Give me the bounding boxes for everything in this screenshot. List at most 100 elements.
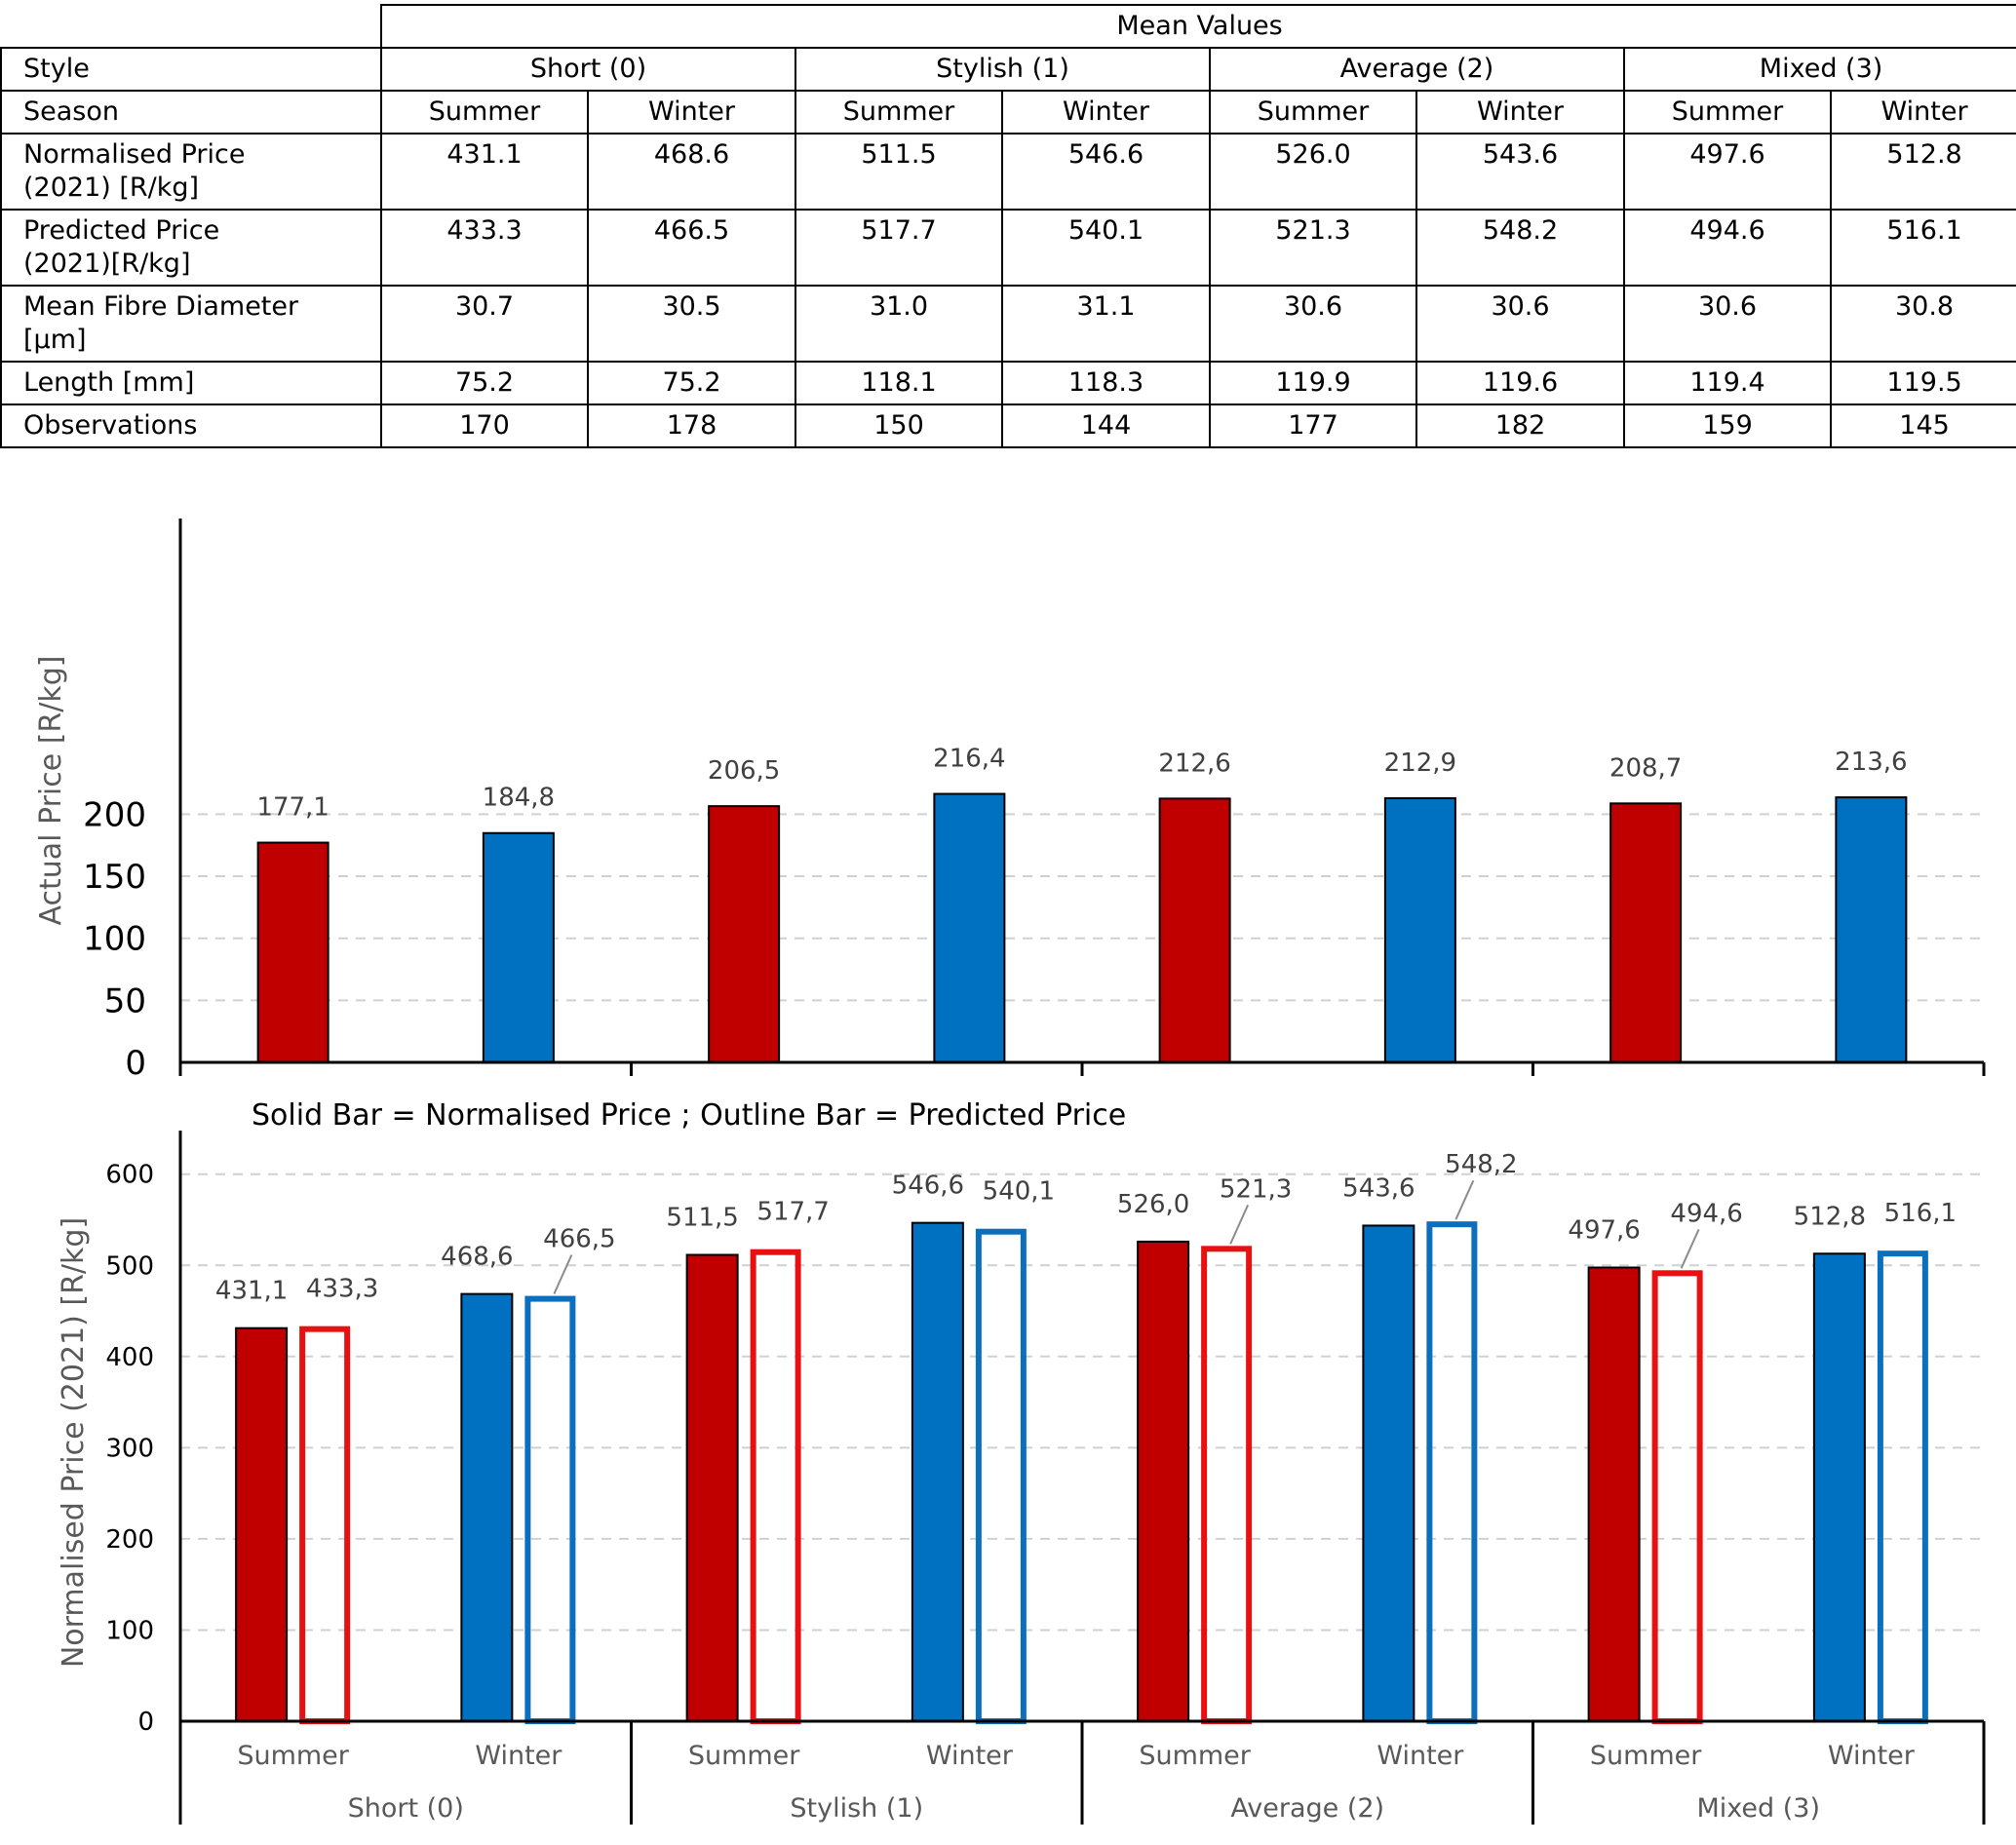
data-label: 216,4 — [933, 745, 1005, 774]
table-row: Observations 170 178 150 144 177 182 159… — [0, 404, 2016, 448]
bar — [708, 805, 781, 1063]
table-cell: 511.5 — [795, 133, 1003, 211]
table-season-header: Winter — [1001, 90, 1211, 135]
bar — [1835, 796, 1908, 1063]
y-tick-label: 300 — [105, 1434, 154, 1463]
bar-predicted — [524, 1295, 576, 1724]
x-category-label: Summer — [237, 1741, 349, 1771]
table-row: Normalised Price (2021) [R/kg] 431.1 468.… — [0, 133, 2016, 211]
row-label-line1: Predicted Price — [23, 215, 220, 246]
table-cell: 118.3 — [1001, 361, 1211, 405]
table-row-label: Mean Fibre Diameter [µm] — [0, 285, 382, 363]
table-style-header: Stylish (1) — [795, 47, 1211, 92]
bar — [1158, 797, 1231, 1063]
y-tick-label: 0 — [125, 1044, 146, 1082]
data-label: 206,5 — [708, 756, 780, 786]
row-label-line2: [µm] — [23, 325, 87, 355]
data-label: 212,6 — [1158, 749, 1230, 778]
leader-line — [553, 1254, 573, 1294]
y-tick-label: 100 — [83, 920, 146, 959]
table-season-header: Winter — [1415, 90, 1625, 135]
table-season-row: Season Summer Winter Summer Winter Summe… — [0, 90, 2016, 135]
table-row-label: Predicted Price (2021)[R/kg] — [0, 209, 382, 287]
bar-normalised — [1812, 1252, 1866, 1722]
table-cell: 118.1 — [795, 361, 1003, 405]
bar — [1383, 796, 1456, 1063]
y-tick-label: 400 — [105, 1343, 154, 1372]
y-axis-title: Actual Price [R/kg] — [34, 655, 68, 925]
x-category-label: Winter — [1828, 1741, 1916, 1771]
data-label: 511,5 — [666, 1203, 738, 1232]
data-label: 516,1 — [1884, 1199, 1957, 1228]
x-category-label: Winter — [926, 1741, 1014, 1771]
table-row-label: Observations — [0, 404, 382, 448]
x-category-label: Summer — [1590, 1741, 1702, 1771]
table-cell: 144 — [1001, 404, 1211, 448]
y-tick-label: 50 — [104, 981, 146, 1020]
summary-table: Mean Values Style Short (0) Stylish (1) … — [0, 4, 2016, 448]
table-season-header: Summer — [380, 90, 589, 135]
row-label-line1: Mean Fibre Diameter — [23, 291, 299, 322]
x-group-label: Mixed (3) — [1696, 1793, 1820, 1824]
leader-line — [1680, 1228, 1700, 1269]
y-tick-label: 100 — [105, 1616, 154, 1645]
y-tick-label: 500 — [105, 1251, 154, 1281]
y-tick-label: 150 — [83, 858, 146, 897]
bar-predicted — [1201, 1246, 1253, 1724]
y-tick-label: 200 — [83, 795, 146, 834]
table-cell: 31.0 — [795, 285, 1003, 363]
bar-predicted — [975, 1228, 1027, 1724]
table-cell: 182 — [1415, 404, 1625, 448]
table-row: Length [mm] 75.2 75.2 118.1 118.3 119.9 … — [0, 361, 2016, 405]
x-group-label: Short (0) — [348, 1793, 464, 1824]
table-cell: 145 — [1829, 404, 2016, 448]
table-cell: 30.5 — [587, 285, 796, 363]
table-season-header: Winter — [1829, 90, 2016, 135]
data-label: 543,6 — [1342, 1173, 1415, 1203]
table-style-header: Mixed (3) — [1622, 47, 2016, 92]
table-cell: 516.1 — [1829, 209, 2016, 287]
x-group-label: Average (2) — [1230, 1793, 1384, 1824]
data-label: 213,6 — [1835, 748, 1907, 777]
table-cell: 150 — [795, 404, 1003, 448]
table-cell: 30.8 — [1829, 285, 2016, 363]
data-label: 512,8 — [1794, 1202, 1866, 1231]
table-season-header: Summer — [1623, 90, 1832, 135]
bar-normalised — [1587, 1266, 1641, 1722]
row-label-line2: (2021) [R/kg] — [23, 173, 200, 203]
chart-note: Solid Bar = Normalised Price ; Outline B… — [252, 1098, 1126, 1133]
data-label: 540,1 — [983, 1177, 1055, 1207]
table-cell: 75.2 — [380, 361, 589, 405]
table-super-header-row: Mean Values — [1, 4, 2016, 49]
data-label: 548,2 — [1445, 1150, 1517, 1179]
table-cell: 119.5 — [1829, 361, 2016, 405]
x-group-label: Stylish (1) — [790, 1793, 923, 1824]
y-tick-label: 0 — [137, 1708, 154, 1737]
table-row-label: Length [mm] — [0, 361, 382, 405]
table-cell: 30.6 — [1415, 285, 1625, 363]
data-label: 431,1 — [215, 1277, 288, 1306]
table-cell: 433.3 — [380, 209, 589, 287]
actual-price-chart: 0 50 100 150 200 177,1 184,8 206,5 216,4 212,6 212… — [34, 519, 1986, 1082]
bar-predicted — [1426, 1221, 1478, 1724]
data-label: 521,3 — [1220, 1174, 1292, 1204]
data-label: 546,6 — [892, 1172, 964, 1201]
table-cell: 466.5 — [587, 209, 796, 287]
table-row: Mean Fibre Diameter [µm] 30.7 30.5 31.0 3… — [0, 285, 2016, 363]
leader-line — [1454, 1179, 1475, 1220]
table-style-label: Style — [0, 47, 382, 92]
table-cell: 497.6 — [1623, 133, 1832, 211]
table-row-label: Normalised Price (2021) [R/kg] — [0, 133, 382, 211]
bar-normalised — [460, 1292, 514, 1722]
bar-normalised — [1137, 1240, 1190, 1722]
data-label: 468,6 — [441, 1243, 513, 1272]
table-corner-cell — [1, 5, 382, 49]
bar-normalised — [911, 1221, 964, 1722]
bar-predicted — [1877, 1250, 1928, 1724]
x-category-label: Summer — [688, 1741, 800, 1771]
data-label: 526,0 — [1117, 1190, 1189, 1219]
table-cell: 119.9 — [1209, 361, 1417, 405]
table-season-header: Winter — [587, 90, 796, 135]
bar — [256, 841, 330, 1063]
y-axis-title: Normalised Price (2021) [R/kg] — [57, 1217, 91, 1668]
